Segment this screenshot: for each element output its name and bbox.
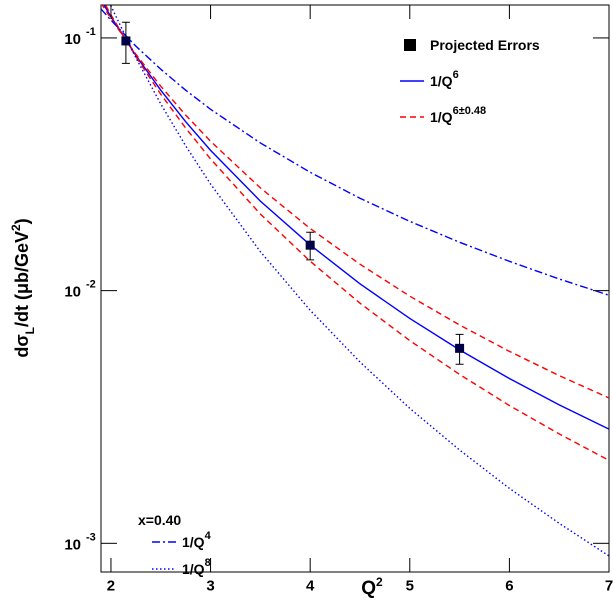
legend-label: 1/Q4 <box>182 530 212 550</box>
curve <box>109 5 609 557</box>
data-point <box>305 240 315 250</box>
x-axis-title: Q2 <box>361 575 383 599</box>
legend-label-exponent: 6±0.48 <box>453 105 487 117</box>
legend-label-text: 1/Q <box>182 561 205 577</box>
y-tick-label: 10 <box>64 284 81 301</box>
legend-marker <box>404 39 416 51</box>
y-axis-title-sub: L <box>23 327 37 334</box>
legend-label-exponent: 4 <box>205 530 212 542</box>
data-point <box>455 343 465 353</box>
y-axis-title-part: /dt (μb/GeV <box>12 231 32 327</box>
legend-label-text: 1/Q <box>430 73 453 89</box>
legend-label: 1/Q8 <box>182 557 211 577</box>
legend-label-text: 1/Q <box>182 534 205 550</box>
y-axis-title-part: ) <box>12 218 32 224</box>
band-lower <box>104 5 609 461</box>
x-tick-label: 2 <box>107 577 115 594</box>
curve <box>101 8 609 296</box>
legend-label-exponent: 6 <box>453 69 459 81</box>
y-axis-title: dσL/dt (μb/GeV2) <box>9 218 37 357</box>
y-axis-title-part: dσ <box>12 334 32 357</box>
legend-label-text: 1/Q <box>430 109 453 125</box>
legend-label: 1/Q6±0.48 <box>430 105 486 125</box>
x-tick-label: 3 <box>206 577 214 594</box>
y-tick-label: 10 <box>64 536 81 553</box>
legend-label: Projected Errors <box>430 37 540 53</box>
y-tick-exponent: -3 <box>86 531 96 543</box>
curves <box>101 5 609 557</box>
y-tick-exponent: -2 <box>86 279 96 291</box>
y-axis-title-sup: 2 <box>9 224 23 231</box>
x-tick-label: 6 <box>505 577 513 594</box>
legend-label: 1/Q6 <box>430 69 459 89</box>
curve <box>103 5 609 430</box>
band-upper <box>101 5 609 399</box>
legend-title: x=0.40 <box>138 512 181 528</box>
x-tick-label: 5 <box>406 577 414 594</box>
legend-label-exponent: 8 <box>205 557 211 569</box>
x-tick-label: 7 <box>605 577 613 594</box>
x-tick-label: 4 <box>306 577 315 594</box>
x-axis-title-sup: 2 <box>376 575 383 589</box>
x-axis-title-text: Q <box>361 578 376 599</box>
legend-label-text: Projected Errors <box>430 37 540 53</box>
plot-frame <box>100 4 610 573</box>
y-tick-label: 10 <box>64 31 81 48</box>
data-point <box>121 36 131 46</box>
y-tick-exponent: -1 <box>86 26 96 38</box>
